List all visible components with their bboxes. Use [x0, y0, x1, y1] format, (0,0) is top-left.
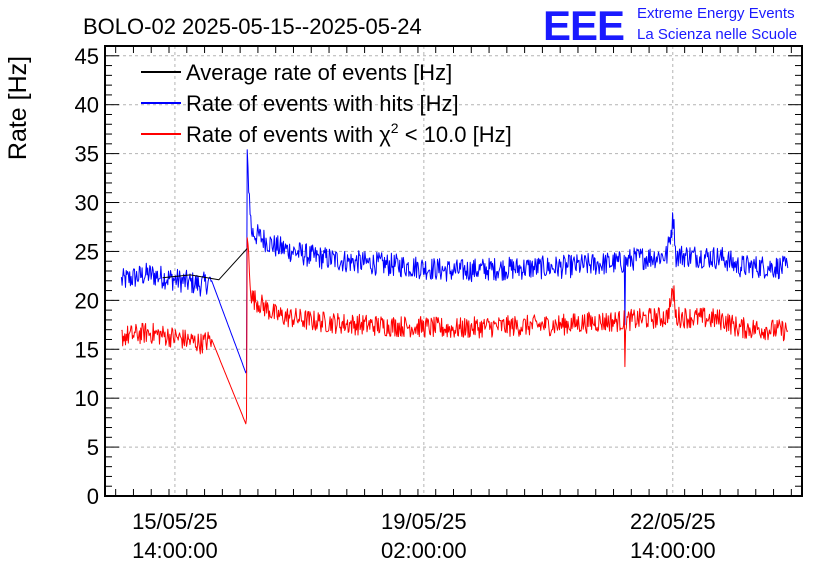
x-tick-label-time: 14:00:00	[132, 538, 218, 563]
y-tick-label: 10	[75, 386, 99, 411]
logo-letters: EEE	[543, 2, 624, 49]
y-tick-label: 15	[75, 337, 99, 362]
series-line-2	[121, 237, 789, 425]
y-tick-label: 45	[75, 44, 99, 69]
series-line-0	[162, 248, 248, 281]
y-axis-ticks: 0 5 10 15 20 25 30 35 40 45	[75, 44, 802, 509]
y-tick-label: 30	[75, 191, 99, 216]
x-tick-label-date: 15/05/25	[132, 509, 218, 534]
logo-line1: Extreme Energy Events	[637, 5, 795, 22]
y-tick-label: 5	[87, 435, 99, 460]
legend-label-chi2-tail: < 10.0 [Hz]	[399, 122, 512, 147]
y-axis-label: Rate [Hz]	[4, 56, 32, 160]
legend: Average rate of events [Hz] Rate of even…	[141, 60, 512, 147]
series-layer	[120, 149, 789, 425]
legend-label-chi2-lead: Rate of events with	[186, 122, 379, 147]
x-tick-label-time: 14:00:00	[630, 538, 716, 563]
series-line-1	[120, 149, 789, 374]
x-tick-label-date: 22/05/25	[630, 509, 716, 534]
legend-label-chi2-sup: 2	[391, 120, 399, 136]
logo-line2: La Scienza nelle Scuole	[637, 26, 797, 43]
chart-title: BOLO-02 2025-05-15--2025-05-24	[83, 14, 422, 39]
legend-label-chi2-symbol: χ	[379, 122, 391, 147]
y-tick-label: 25	[75, 239, 99, 264]
y-tick-label: 20	[75, 288, 99, 313]
grid-lines	[105, 46, 802, 496]
x-tick-label-date: 19/05/25	[381, 509, 467, 534]
y-tick-label: 0	[87, 484, 99, 509]
y-tick-label: 40	[75, 93, 99, 118]
legend-label-average: Average rate of events [Hz]	[186, 60, 452, 85]
legend-label-hits: Rate of events with hits [Hz]	[186, 91, 459, 116]
legend-label-chi2: Rate of events with χ2 < 10.0 [Hz]	[186, 120, 512, 147]
x-axis-ticks: 15/05/25 14:00:00 19/05/25 02:00:00 22/05/25…	[115, 46, 792, 563]
y-tick-label: 35	[75, 142, 99, 167]
eee-logo: EEE Extreme Energy Events La Scienza nel…	[543, 2, 797, 49]
x-tick-label-time: 02:00:00	[381, 538, 467, 563]
